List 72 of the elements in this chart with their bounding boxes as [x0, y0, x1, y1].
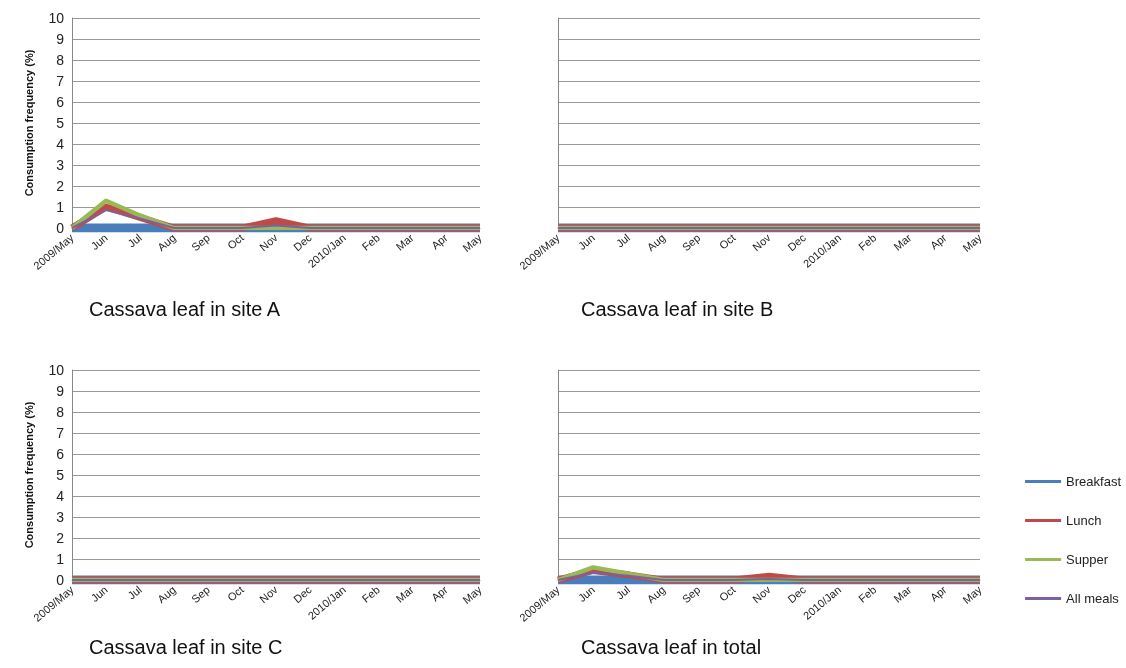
x-tick-label: Jun: [88, 231, 110, 253]
y-tick-label: 5: [56, 115, 65, 131]
x-tick-label: Apr: [429, 231, 451, 252]
legend-label: Breakfast: [1066, 474, 1122, 489]
y-axis-title: Consumption frequency (%): [22, 49, 35, 197]
x-tick-label: Sep: [679, 583, 703, 606]
x-tick-label: Oct: [716, 231, 738, 252]
x-tick-label: Aug: [155, 583, 178, 606]
text: Cassava leaf in site C: [89, 636, 283, 658]
x-tick-label: Feb: [359, 231, 382, 253]
y-tick-label: 4: [56, 488, 65, 504]
x-tick-label: Mar: [393, 583, 417, 605]
x-tick-label: Oct: [225, 583, 246, 604]
x-tick-label: Oct: [716, 583, 738, 604]
y-tick-label: 3: [56, 157, 65, 173]
x-tick-label: Nov: [257, 231, 281, 254]
x-tick-label: Mar: [891, 231, 914, 253]
x-tick-label: Aug: [644, 583, 668, 606]
x-tick-label: May: [460, 231, 485, 254]
y-tick-label: 5: [56, 467, 65, 483]
x-tick-label: Sep: [679, 231, 703, 254]
x-tick-label: Nov: [750, 583, 774, 606]
x-tick-label: Oct: [225, 231, 246, 252]
y-tick-label: 9: [56, 31, 65, 47]
x-tick-label: Mar: [393, 231, 417, 253]
y-tick-label: 2: [56, 178, 65, 194]
y-tick-label: 4: [56, 136, 65, 152]
y-tick-label: 0: [56, 220, 65, 236]
x-tick-label: Nov: [750, 231, 774, 254]
x-tick-label: Jul: [613, 583, 633, 602]
y-tick-label: 10: [48, 10, 65, 26]
x-tick-label: Jun: [88, 583, 110, 605]
y-tick-label: 8: [56, 52, 65, 68]
y-tick-label: 9: [56, 383, 65, 399]
x-tick-label: Jul: [125, 231, 144, 250]
x-tick-label: Feb: [856, 583, 879, 605]
x-tick-label: Sep: [189, 583, 212, 606]
y-axis-title: Consumption frequency (%): [22, 401, 35, 549]
x-tick-label: Feb: [359, 583, 382, 605]
text: Cassava leaf in site A: [89, 298, 281, 320]
x-tick-label: Apr: [927, 231, 949, 252]
x-tick-label: Jul: [125, 583, 144, 602]
x-tick-label: Sep: [189, 231, 212, 254]
legend-label: Lunch: [1066, 513, 1102, 528]
x-tick-label: May: [960, 231, 985, 254]
x-tick-label: Mar: [891, 583, 914, 605]
y-tick-label: 7: [56, 425, 65, 441]
y-tick-label: 8: [56, 404, 65, 420]
y-tick-label: 3: [56, 509, 65, 525]
x-tick-label: May: [460, 583, 485, 606]
legend-label: Supper: [1066, 552, 1109, 567]
y-tick-label: 0: [56, 572, 65, 588]
x-tick-label: Feb: [856, 231, 879, 253]
text: Cassava leaf in total: [581, 636, 762, 658]
x-tick-label: Aug: [644, 231, 668, 254]
x-tick-label: Nov: [257, 583, 281, 606]
x-tick-label: Jun: [575, 231, 598, 253]
x-tick-label: Aug: [155, 231, 178, 254]
y-tick-label: 1: [56, 551, 65, 567]
x-tick-label: Jul: [613, 231, 633, 250]
y-tick-label: 7: [56, 73, 65, 89]
x-tick-label: Apr: [927, 583, 949, 604]
y-tick-label: 2: [56, 530, 65, 546]
x-tick-label: Jun: [575, 583, 598, 605]
x-tick-label: Apr: [429, 583, 451, 604]
x-tick-label: May: [960, 583, 985, 606]
legend-label: All meals: [1066, 591, 1120, 606]
y-tick-label: 6: [56, 446, 65, 462]
text: Cassava leaf in site B: [581, 298, 774, 320]
y-tick-label: 10: [48, 362, 65, 378]
y-tick-label: 1: [56, 199, 65, 215]
y-tick-label: 6: [56, 94, 65, 110]
